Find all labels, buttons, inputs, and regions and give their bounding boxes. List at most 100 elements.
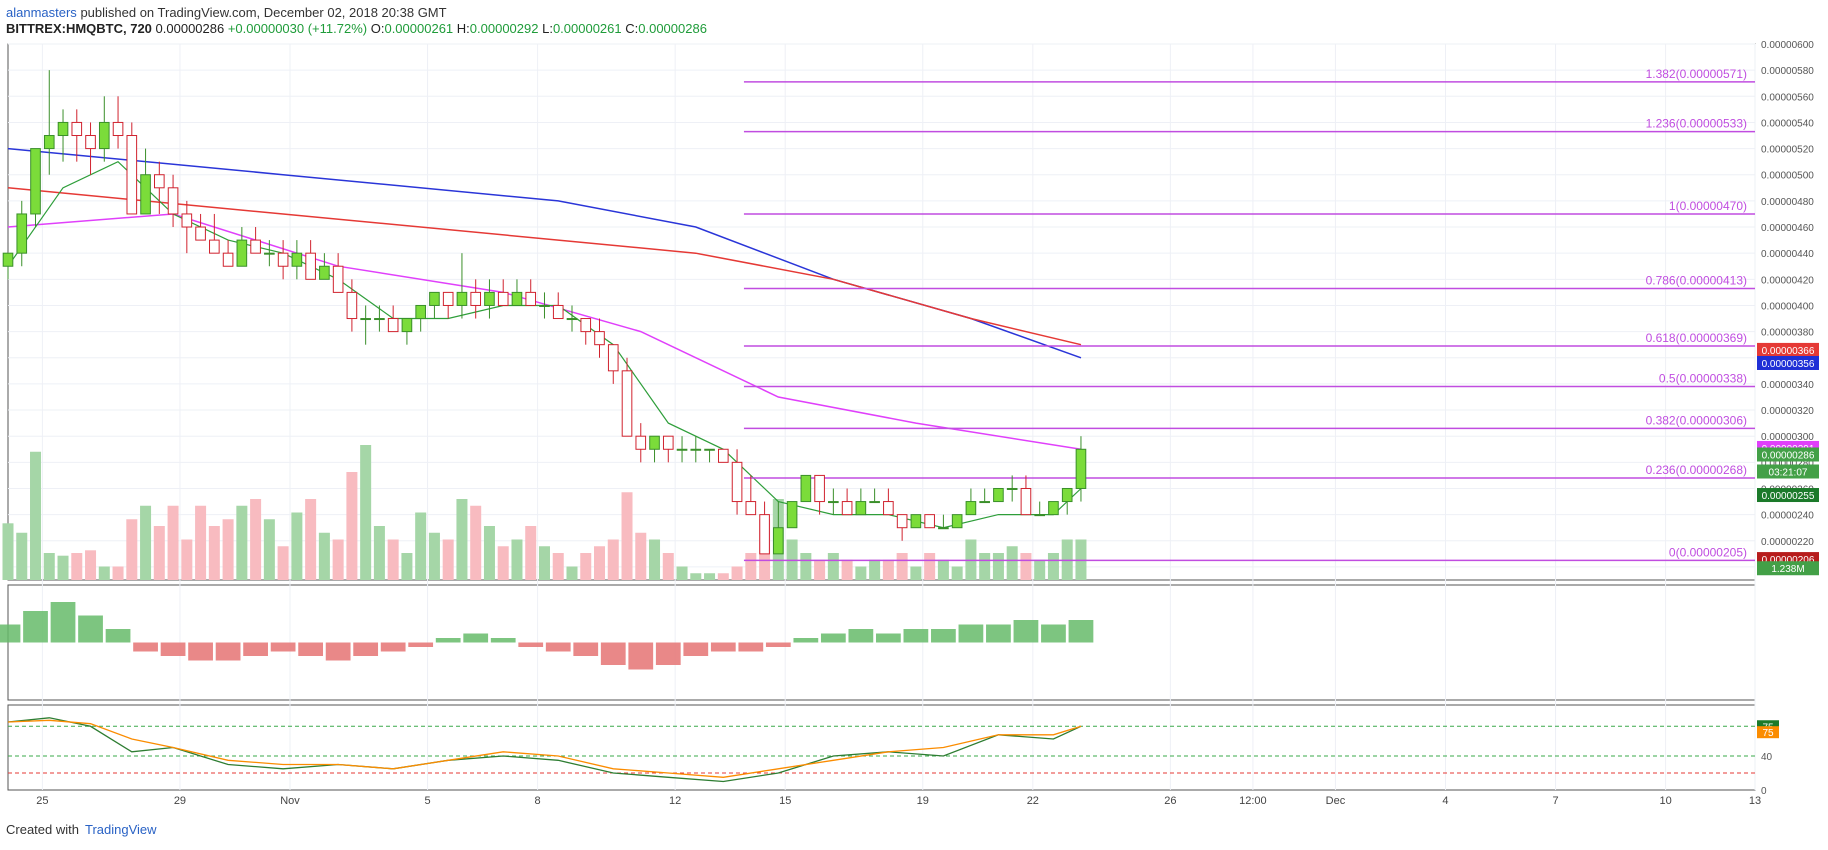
time-tick-label: 5	[424, 795, 430, 807]
fib-level-label: 0.5(0.00000338)	[1659, 372, 1747, 386]
volume-bar	[1020, 553, 1032, 580]
price-badge	[1757, 342, 1819, 357]
price-axis[interactable]: 0.000002000.000002200.000002400.00000260…	[1761, 40, 1814, 574]
volume-bar	[263, 519, 275, 580]
volume-bar	[566, 566, 578, 580]
volume-bar	[594, 546, 606, 580]
volume-bar	[1047, 553, 1059, 580]
volume-bar	[98, 566, 110, 580]
created-with-label: Created with	[6, 822, 79, 837]
candle-body	[57, 121, 69, 137]
price-badge	[1757, 488, 1819, 503]
macd-histogram-bar	[490, 638, 516, 643]
volume-bar	[387, 539, 399, 580]
volume-bar	[71, 553, 83, 580]
volume-bar	[16, 532, 28, 580]
candle-body	[1048, 501, 1059, 516]
time-tick-label: 10	[1659, 795, 1671, 807]
time-tick-label: 7	[1552, 795, 1558, 807]
macd-histogram-bar	[188, 642, 213, 661]
volume-bar	[470, 505, 482, 580]
macd-histogram-bar	[160, 642, 186, 656]
publish-info: published on TradingView.com, December 0…	[80, 5, 447, 20]
candle-body	[676, 448, 688, 451]
candle-body	[1061, 487, 1073, 503]
volume-bar	[153, 526, 165, 580]
candle-body	[896, 514, 908, 529]
price-badge	[1757, 561, 1819, 576]
candle-body	[319, 265, 330, 280]
macd-histogram-bar	[958, 624, 984, 643]
macd-pane[interactable]	[0, 602, 1094, 670]
candle-body	[745, 501, 757, 516]
author-link[interactable]: alanmasters	[6, 5, 77, 20]
high-value: 0.00000292	[469, 21, 539, 36]
volume-bar	[937, 559, 949, 580]
candle-body	[786, 501, 798, 529]
candle-body	[401, 318, 413, 333]
fib-level-label: 0.236(0.00000268)	[1646, 463, 1747, 477]
time-tick-label: Nov	[280, 795, 300, 807]
macd-histogram-bar	[573, 642, 599, 656]
candle-body	[1075, 448, 1087, 489]
volume-bar	[483, 526, 495, 580]
candle-body	[841, 501, 853, 516]
volume-bar	[580, 553, 592, 580]
fibonacci-levels[interactable]: 1.382(0.00000571) 1.236(0.00000533) 1(0.00…	[743, 67, 1755, 562]
candle-body	[704, 448, 715, 451]
macd-histogram-bar	[215, 642, 241, 661]
price-tick-label: 0.00000240	[1761, 511, 1814, 522]
candle-body	[869, 501, 880, 504]
candlesticks[interactable]	[2, 70, 1087, 555]
candle-body	[305, 252, 316, 280]
price-tick-label: 0.00000460	[1761, 223, 1814, 234]
volume-bar	[2, 523, 14, 580]
last-price: 0.00000286	[155, 21, 225, 36]
candle-body	[374, 318, 385, 321]
price-badge	[1757, 447, 1819, 462]
volume-bar	[924, 553, 936, 580]
tradingview-logo-link[interactable]: TradingView	[84, 822, 157, 837]
volume-bar	[855, 566, 867, 580]
macd-histogram-bar	[986, 624, 1011, 643]
price-badge-label: 03:21:07	[1769, 467, 1808, 478]
candle-body	[662, 435, 674, 450]
candle-body	[910, 514, 922, 529]
price-tick-label: 0.00000520	[1761, 145, 1814, 156]
macd-histogram-bar	[380, 642, 406, 652]
candle-body	[98, 121, 110, 150]
price-badge	[1757, 355, 1819, 370]
volume-bar	[181, 539, 193, 580]
candle-body	[264, 252, 275, 255]
price-tick-label: 0.00000280	[1761, 458, 1814, 469]
volume-bar	[525, 526, 537, 580]
candle-body	[828, 501, 839, 504]
time-tick-label: 29	[174, 795, 186, 807]
price-tick-label: 0.00000540	[1761, 118, 1814, 129]
candle-body	[814, 474, 825, 503]
candle-body	[30, 148, 41, 215]
pane-frame-0	[7, 43, 1756, 581]
price-tick-label: 0.00000600	[1761, 40, 1814, 51]
volume-bar	[236, 505, 248, 580]
macd-histogram-bar	[1068, 620, 1094, 643]
candle-body	[1034, 514, 1046, 517]
candle-body	[181, 213, 193, 228]
volume-bar	[992, 553, 1004, 580]
candle-body	[690, 448, 702, 451]
macd-histogram-bar	[435, 638, 461, 643]
stoch-d-line	[7, 719, 1082, 778]
macd-histogram-bar	[875, 633, 901, 643]
candle-body	[552, 304, 564, 320]
volume-bar	[30, 451, 42, 580]
volume-bar	[305, 499, 317, 580]
volume-bar	[511, 539, 523, 580]
publisher-line: alanmasters published on TradingView.com…	[6, 4, 447, 22]
time-axis[interactable]: 25 29 Nov 5 8 12 15 19 22 26 12:00 Dec 4 7 10 13	[36, 795, 1761, 807]
macd-histogram-bar	[270, 642, 296, 652]
price-badge	[1757, 464, 1819, 479]
volume-bar	[676, 566, 688, 580]
macd-histogram-bar	[50, 602, 76, 643]
stochastic-pane[interactable]: 7575400	[7, 717, 1779, 797]
